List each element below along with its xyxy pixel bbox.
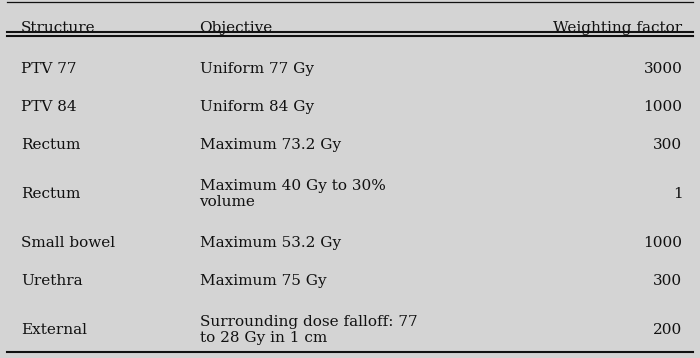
Text: Small bowel: Small bowel — [21, 236, 115, 250]
Text: Weighting factor: Weighting factor — [554, 21, 682, 35]
Text: 1000: 1000 — [643, 100, 682, 114]
Text: Maximum 73.2 Gy: Maximum 73.2 Gy — [199, 138, 341, 152]
Text: PTV 77: PTV 77 — [21, 62, 76, 76]
Text: Urethra: Urethra — [21, 274, 83, 288]
Text: 1: 1 — [673, 187, 682, 201]
Text: Structure: Structure — [21, 21, 96, 35]
Text: Uniform 84 Gy: Uniform 84 Gy — [199, 100, 314, 114]
Text: 300: 300 — [653, 274, 682, 288]
Text: Rectum: Rectum — [21, 138, 80, 152]
Text: PTV 84: PTV 84 — [21, 100, 76, 114]
Text: Maximum 53.2 Gy: Maximum 53.2 Gy — [199, 236, 341, 250]
Text: Maximum 40 Gy to 30%: Maximum 40 Gy to 30% — [199, 179, 386, 193]
Text: Uniform 77 Gy: Uniform 77 Gy — [199, 62, 314, 76]
Text: volume: volume — [199, 195, 256, 209]
Text: Rectum: Rectum — [21, 187, 80, 201]
Text: 1000: 1000 — [643, 236, 682, 250]
Text: to 28 Gy in 1 cm: to 28 Gy in 1 cm — [199, 331, 327, 345]
Text: 200: 200 — [653, 323, 682, 337]
Text: 3000: 3000 — [643, 62, 682, 76]
Text: External: External — [21, 323, 87, 337]
Text: Objective: Objective — [199, 21, 273, 35]
Text: Maximum 75 Gy: Maximum 75 Gy — [199, 274, 326, 288]
Text: Surrounding dose falloff: 77: Surrounding dose falloff: 77 — [199, 315, 417, 329]
Text: 300: 300 — [653, 138, 682, 152]
